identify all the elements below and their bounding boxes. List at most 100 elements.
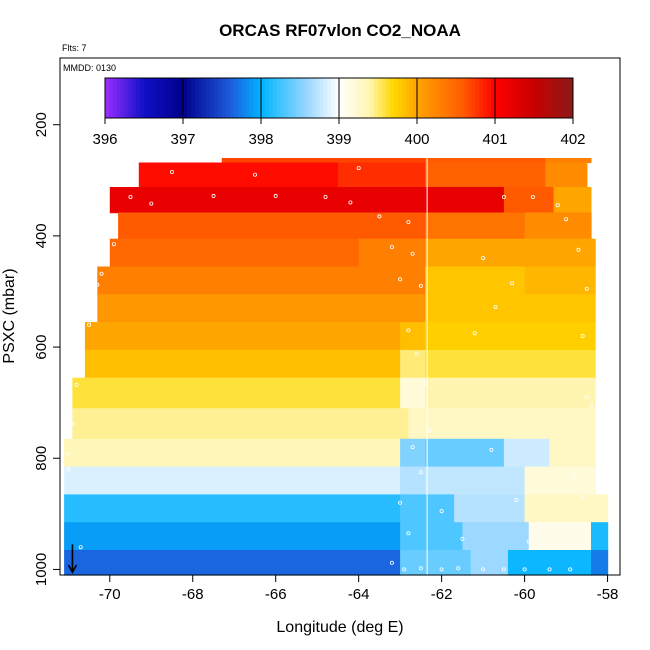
sample-point	[87, 322, 92, 327]
colorbar-swatch	[179, 78, 184, 118]
sample-point	[510, 281, 515, 286]
colorbar-swatch	[183, 78, 188, 118]
sample-point	[111, 242, 116, 247]
sample-point	[568, 567, 573, 572]
colorbar-swatch	[112, 78, 118, 118]
colorbar-tick-label: 397	[170, 131, 195, 148]
heatmap-cell	[425, 187, 505, 214]
colorbar-swatch	[241, 78, 246, 118]
heatmap-cell	[400, 466, 426, 495]
colorbar-swatch	[397, 78, 402, 118]
colorbar-swatch	[311, 78, 317, 118]
heatmap-cell	[400, 349, 426, 379]
heatmap-cell	[591, 550, 609, 576]
colorbar-swatch	[163, 78, 168, 118]
colorbar-swatch	[284, 78, 289, 118]
heatmap-cell	[97, 294, 426, 323]
colorbar-swatch	[541, 78, 547, 118]
colorbar-swatch	[136, 78, 141, 118]
sample-point	[389, 244, 394, 249]
heatmap-cell	[400, 438, 426, 468]
sample-point	[564, 217, 569, 222]
colorbar-swatch	[530, 78, 535, 118]
colorbar-swatch	[280, 78, 285, 118]
heatmap-cell	[97, 266, 426, 295]
colorbar-swatch	[354, 78, 359, 118]
sample-point	[580, 333, 585, 338]
colorbar-swatch	[378, 78, 383, 118]
sample-point	[481, 567, 486, 572]
sample-point	[481, 256, 486, 261]
sample-point	[422, 381, 427, 386]
colorbar-swatch	[475, 78, 480, 118]
colorbar-swatch	[222, 78, 227, 118]
sample-point	[398, 500, 403, 505]
sample-point	[66, 451, 71, 456]
sample-point	[589, 403, 594, 408]
sample-point	[489, 447, 494, 452]
colorbar-swatch	[206, 78, 211, 118]
colorbar-swatch	[237, 78, 242, 118]
plot-frame	[59, 57, 621, 576]
colorbar-swatch	[159, 78, 164, 118]
sample-point	[526, 539, 531, 544]
sample-point	[78, 349, 83, 354]
x-axis: -70 -68 -66 -64 -62 -60 -58	[99, 575, 618, 603]
sample-point	[410, 445, 415, 450]
y-tick-label: 200	[33, 112, 50, 137]
sample-point	[348, 200, 353, 205]
heatmap-cell	[508, 550, 592, 576]
sample-point	[584, 395, 589, 400]
heatmap-cell	[400, 322, 426, 351]
colorbar-swatch	[522, 78, 527, 118]
flights-note: Flts: 7	[62, 43, 87, 53]
colorbar-swatch	[124, 78, 129, 118]
sample-point	[252, 172, 257, 177]
heatmap-cell	[503, 187, 555, 214]
colorbar-swatch	[553, 78, 558, 118]
colorbar-swatch	[108, 78, 114, 118]
sample-point	[530, 194, 535, 199]
colorbar-swatch	[315, 78, 320, 118]
sample-point	[74, 382, 79, 387]
heatmap-cell	[545, 162, 588, 188]
heatmap-cell	[524, 266, 596, 295]
sample-point	[406, 328, 411, 333]
heatmap-cell	[470, 550, 509, 576]
colorbar-swatch	[292, 78, 297, 118]
colorbar-swatch	[261, 78, 266, 118]
colorbar-swatch	[436, 78, 441, 118]
sample-point	[149, 201, 154, 206]
colorbar-swatch	[300, 78, 305, 118]
heatmap-cell	[503, 438, 551, 468]
heatmap-cell	[425, 322, 596, 351]
colorbar-swatch	[346, 78, 352, 118]
colorbar-swatch	[463, 78, 469, 118]
colorbar-swatch	[335, 78, 340, 118]
colorbar-swatch	[319, 78, 324, 118]
colorbar-swatch	[557, 78, 562, 118]
colorbar-swatch	[327, 78, 332, 118]
heatmap-cell	[425, 266, 526, 295]
heatmap-cell	[118, 212, 426, 240]
heatmap-cell	[425, 377, 596, 409]
colorbar-swatch	[569, 78, 574, 118]
colorbar-swatch	[303, 78, 309, 118]
colorbar-swatch	[151, 78, 157, 118]
colorbar-swatch	[268, 78, 274, 118]
y-tick-label: 1000	[33, 553, 50, 586]
colorbar-swatch	[467, 78, 473, 118]
colorbar-swatch	[264, 78, 270, 118]
colorbar-swatch	[296, 78, 301, 118]
sample-point	[111, 218, 116, 223]
colorbar-swatch	[350, 78, 356, 118]
sample-point	[99, 271, 104, 276]
sample-point	[501, 194, 506, 199]
colorbar-swatch	[483, 78, 488, 118]
colorbar: 396 397 398 399 400 401 402	[92, 77, 586, 148]
colorbar-swatch	[502, 78, 508, 118]
heatmap-cell	[138, 162, 339, 188]
colorbar-swatch	[413, 78, 418, 118]
sample-point	[95, 282, 100, 287]
